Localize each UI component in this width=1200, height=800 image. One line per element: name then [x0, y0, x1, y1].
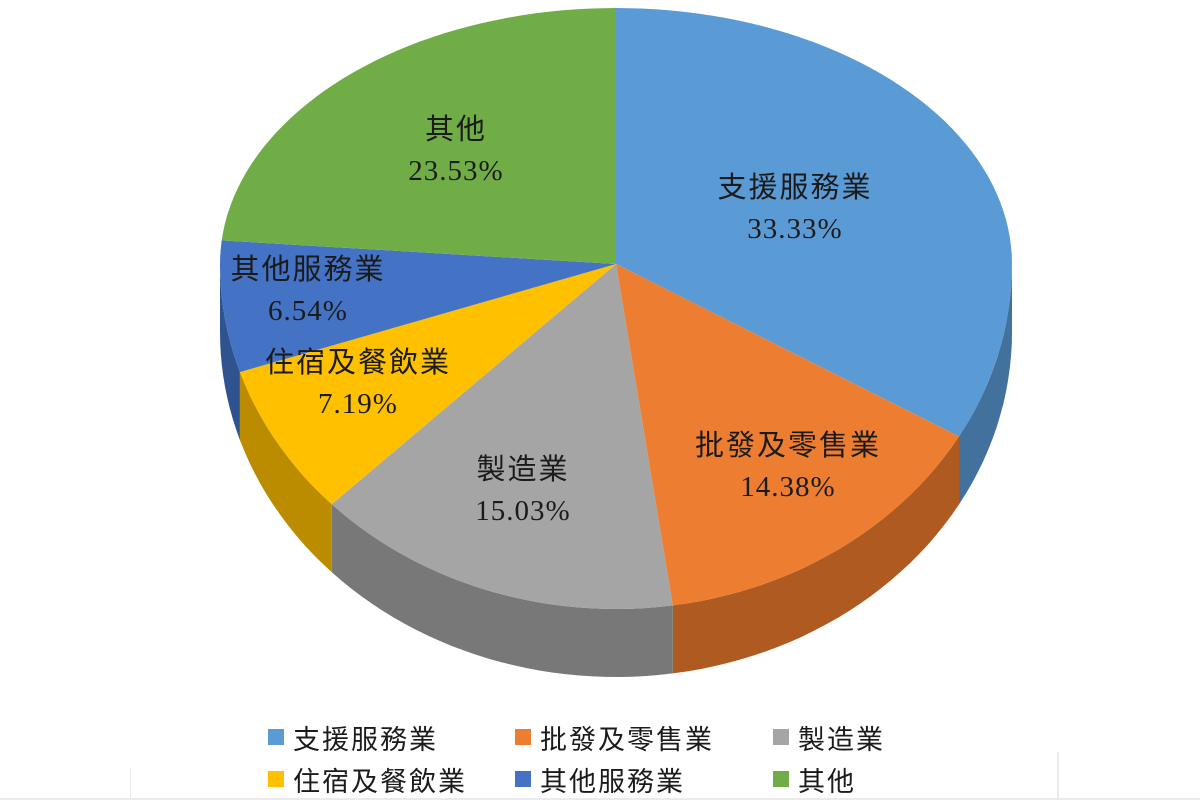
pie-slice-side-1 [672, 436, 959, 674]
pie-slice-2 [331, 264, 673, 609]
pie-label-category: 製造業 [476, 454, 570, 486]
pie-label-percent: 15.03% [475, 495, 571, 527]
pie-slice-5 [221, 8, 616, 264]
pie-slice-side-4 [220, 264, 240, 441]
pie-slice-side-3 [239, 372, 332, 573]
legend-item-5: 其他 [773, 764, 856, 797]
artifact-line-bottom [0, 798, 1200, 800]
pie-label-category: 其他 [424, 114, 488, 146]
pie-label-percent: 6.54% [268, 295, 348, 327]
pie-label-2: 製造業 15.03% [475, 450, 570, 532]
pie-slice-4 [220, 240, 616, 373]
legend-label: 支援服務業 [293, 724, 438, 755]
legend-swatch-icon [515, 729, 531, 745]
pie-label-percent: 23.53% [408, 155, 504, 187]
legend-label: 住宿及餐飲業 [293, 766, 467, 797]
pie-label-category: 批發及零售業 [694, 430, 882, 462]
legend-label: 其他服務業 [540, 766, 685, 797]
legend-item-3: 住宿及餐飲業 [268, 764, 467, 797]
pie-label-percent: 7.19% [318, 388, 398, 420]
pie-label-5: 其他 23.53% [408, 110, 503, 192]
pie-slice-1 [616, 264, 959, 606]
pie-label-4: 其他服務業 6.54% [230, 250, 385, 332]
legend-item-1: 批發及零售業 [515, 722, 714, 755]
pie-slice-side-0 [959, 264, 1012, 505]
pie-label-3: 住宿及餐飲業 7.19% [265, 343, 451, 425]
pie-label-percent: 33.33% [747, 213, 843, 245]
legend-item-4: 其他服務業 [515, 764, 685, 797]
pie-slice-0 [616, 8, 1012, 437]
pie-slice-3 [239, 264, 616, 505]
legend-item-0: 支援服務業 [268, 722, 438, 755]
pie-slice-side-2 [331, 504, 673, 677]
pie-label-0: 支援服務業 33.33% [717, 168, 872, 250]
legend-swatch-icon [268, 729, 284, 745]
pie-label-category: 住宿及餐飲業 [264, 347, 452, 379]
pie-label-category: 支援服務業 [717, 172, 873, 204]
legend-swatch-icon [773, 771, 789, 787]
legend-swatch-icon [268, 771, 284, 787]
legend-swatch-icon [515, 771, 531, 787]
legend-item-2: 製造業 [773, 722, 885, 755]
artifact-line-left [130, 768, 131, 800]
legend-label: 批發及零售業 [540, 724, 714, 755]
legend-swatch-icon [773, 729, 789, 745]
legend-label: 其他 [798, 766, 856, 797]
pie-label-1: 批發及零售業 14.38% [695, 426, 881, 508]
artifact-line-right [1057, 752, 1059, 800]
legend-label: 製造業 [798, 724, 885, 755]
pie-label-percent: 14.38% [740, 471, 836, 503]
pie-label-category: 其他服務業 [230, 254, 386, 286]
